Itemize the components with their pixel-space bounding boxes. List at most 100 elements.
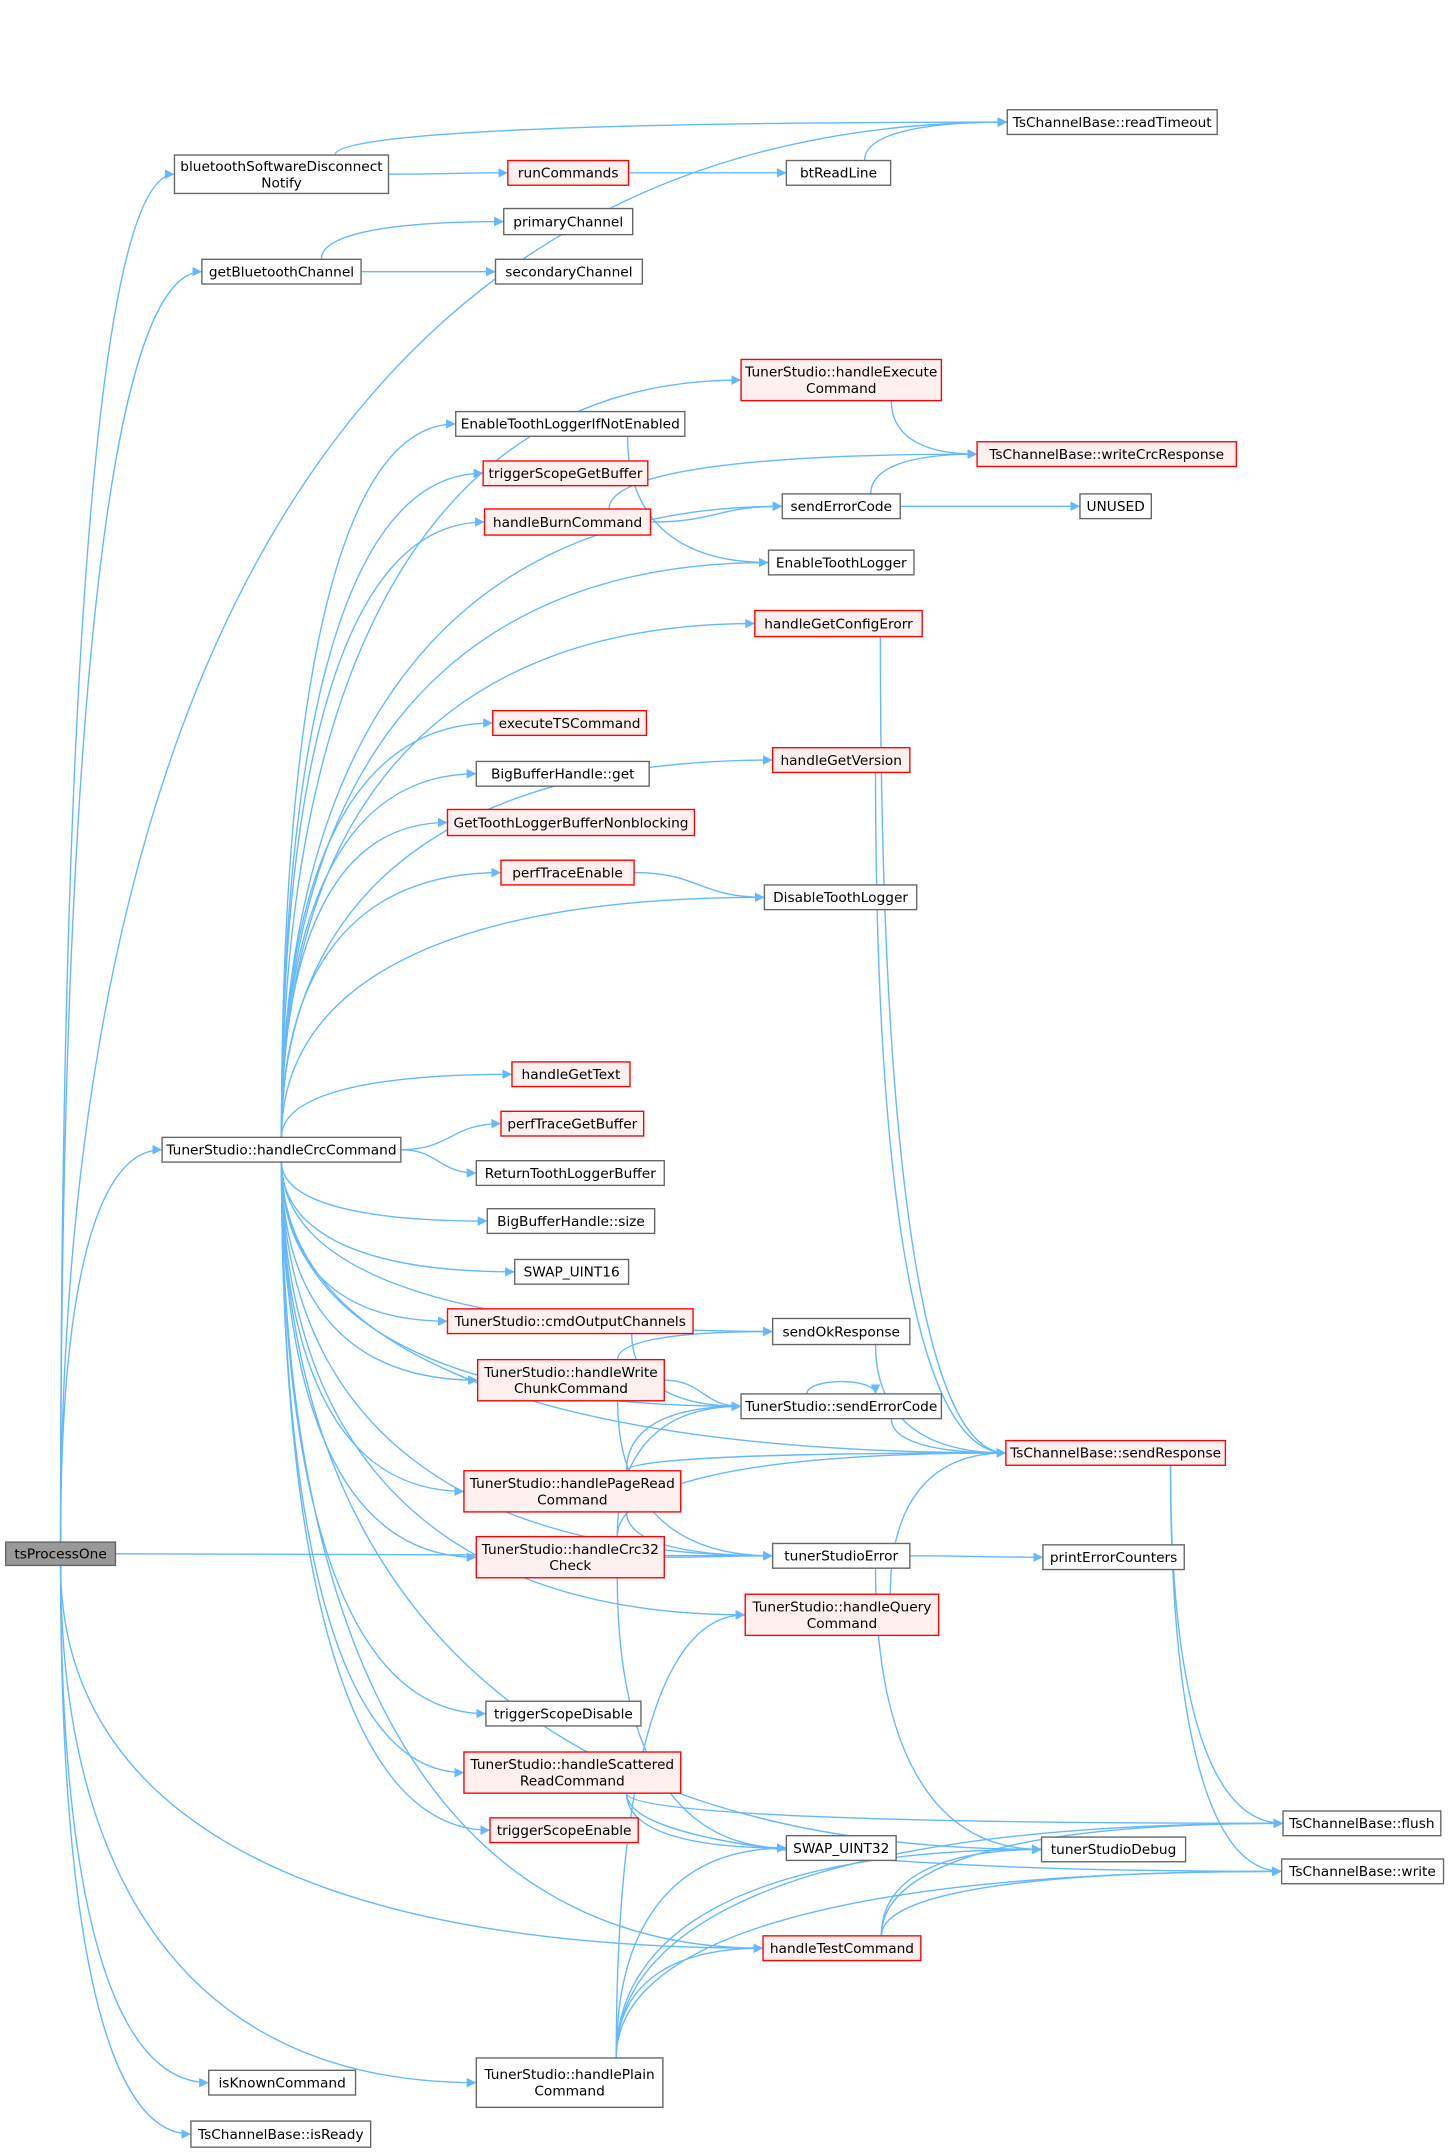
node-perf-trace-get-buffer[interactable]: perfTraceGetBuffer [500, 1110, 645, 1137]
node-box[interactable] [503, 207, 634, 236]
node-box[interactable] [781, 493, 901, 520]
node-box[interactable] [1079, 493, 1152, 520]
node-flush[interactable]: TsChannelBase::flush [1282, 1810, 1442, 1837]
node-get-tooth-logger-buffer-nonblocking[interactable]: GetToothLoggerBufferNonblocking [446, 808, 696, 837]
node-big-buffer-size[interactable]: BigBufferHandle::size [486, 1208, 656, 1235]
node-write-crc-response[interactable]: TsChannelBase::writeCrcResponse [976, 441, 1238, 468]
node-box[interactable] [771, 1542, 911, 1569]
node-send-ok-response[interactable]: sendOkResponse [771, 1317, 911, 1346]
node-enable-tooth-logger-if-not-enabled[interactable]: EnableToothLoggerIfNotEnabled [455, 410, 686, 437]
node-box[interactable] [740, 1393, 943, 1420]
node-handle-get-config-erorr[interactable]: handleGetConfigErorr [754, 609, 923, 638]
node-box[interactable] [744, 1593, 940, 1637]
node-box[interactable] [511, 1061, 631, 1088]
node-box[interactable] [1042, 1544, 1185, 1571]
node-box[interactable] [500, 1110, 645, 1137]
node-box[interactable] [494, 258, 643, 285]
node-trigger-scope-get-buffer[interactable]: triggerScopeGetBuffer [482, 460, 649, 487]
node-box[interactable] [1006, 109, 1218, 136]
node-box[interactable] [489, 1817, 639, 1844]
node-tssend-error-code[interactable]: TunerStudio::sendErrorCode [740, 1393, 943, 1420]
node-handle-get-text[interactable]: handleGetText [511, 1061, 631, 1088]
node-box[interactable] [446, 808, 696, 837]
node-box[interactable] [507, 159, 630, 186]
node-handle-get-version[interactable]: handleGetVersion [771, 747, 911, 774]
node-tuner-studio-error[interactable]: tunerStudioError [771, 1542, 911, 1569]
node-box[interactable] [762, 1935, 922, 1962]
node-box[interactable] [463, 1470, 682, 1513]
node-print-error-counters[interactable]: printErrorCounters [1042, 1544, 1185, 1571]
node-box[interactable] [785, 159, 892, 186]
node-secondary-channel[interactable]: secondaryChannel [494, 258, 643, 285]
node-ts-process-one[interactable]: tsProcessOne [5, 1541, 117, 1567]
node-box[interactable] [190, 2120, 372, 2148]
node-box[interactable] [1280, 1858, 1445, 1885]
node-box[interactable] [446, 1308, 694, 1335]
node-box[interactable] [1282, 1810, 1442, 1837]
node-box[interactable] [475, 1535, 665, 1579]
node-return-tooth-logger-buffer[interactable]: ReturnToothLoggerBuffer [475, 1160, 665, 1187]
node-primary-channel[interactable]: primaryChannel [503, 207, 634, 236]
node-is-ready[interactable]: TsChannelBase::isReady [190, 2120, 372, 2148]
node-box[interactable] [485, 1700, 642, 1727]
node-box[interactable] [483, 508, 652, 536]
node-big-buffer-get[interactable]: BigBufferHandle::get [475, 760, 650, 787]
node-box[interactable] [767, 549, 915, 576]
node-box[interactable] [976, 441, 1238, 468]
node-perf-trace-enable[interactable]: perfTraceEnable [500, 859, 635, 886]
node-box[interactable] [492, 709, 648, 737]
node-read-timeout[interactable]: TsChannelBase::readTimeout [1006, 109, 1218, 136]
node-box[interactable] [161, 1136, 402, 1163]
node-handle-test-command[interactable]: handleTestCommand [762, 1935, 922, 1962]
node-send-error-code[interactable]: sendErrorCode [781, 493, 901, 520]
node-execute-tscommand[interactable]: executeTSCommand [492, 709, 648, 737]
node-box[interactable] [476, 1358, 665, 1402]
node-disable-tooth-logger[interactable]: DisableToothLogger [763, 884, 918, 911]
node-swap-uint16[interactable]: SWAP_UINT16 [514, 1258, 630, 1285]
node-handle-crc-command[interactable]: TunerStudio::handleCrcCommand [161, 1136, 402, 1163]
node-box[interactable] [201, 258, 362, 285]
node-box[interactable] [740, 358, 943, 402]
node-box[interactable] [1040, 1836, 1187, 1863]
node-box[interactable] [173, 154, 390, 195]
node-box[interactable] [5, 1541, 117, 1567]
node-box[interactable] [486, 1208, 656, 1235]
node-box[interactable] [754, 609, 923, 638]
node-run-commands[interactable]: runCommands [507, 159, 630, 186]
node-trigger-scope-enable[interactable]: triggerScopeEnable [489, 1817, 639, 1844]
node-get-bluetooth-channel[interactable]: getBluetoothChannel [201, 258, 362, 285]
node-box[interactable] [763, 884, 918, 911]
node-handle-burn-command[interactable]: handleBurnCommand [483, 508, 652, 536]
node-box[interactable] [475, 1160, 665, 1187]
node-box[interactable] [771, 1317, 911, 1346]
node-send-response[interactable]: TsChannelBase::sendResponse [1005, 1439, 1227, 1466]
node-bt-read-line[interactable]: btReadLine [785, 159, 892, 186]
node-write[interactable]: TsChannelBase::write [1280, 1858, 1445, 1885]
node-box[interactable] [514, 1258, 630, 1285]
node-enable-tooth-logger[interactable]: EnableToothLogger [767, 549, 915, 576]
node-box[interactable] [785, 1835, 897, 1862]
node-cmd-output-channels[interactable]: TunerStudio::cmdOutputChannels [446, 1308, 694, 1335]
node-box[interactable] [500, 859, 635, 886]
node-box[interactable] [1005, 1439, 1227, 1466]
node-box[interactable] [455, 410, 686, 437]
node-box[interactable] [463, 1751, 682, 1794]
node-box[interactable] [208, 2069, 357, 2096]
node-box[interactable] [475, 760, 650, 787]
node-box[interactable] [771, 747, 911, 774]
node-box[interactable] [475, 2057, 664, 2109]
node-box[interactable] [482, 460, 649, 487]
node-is-known-command[interactable]: isKnownCommand [208, 2069, 357, 2096]
node-swap-uint32[interactable]: SWAP_UINT32 [785, 1835, 897, 1862]
node-unused[interactable]: UNUSED [1079, 493, 1152, 520]
node-tuner-studio-debug[interactable]: tunerStudioDebug [1040, 1836, 1187, 1863]
node-trigger-scope-disable[interactable]: triggerScopeDisable [485, 1700, 642, 1727]
